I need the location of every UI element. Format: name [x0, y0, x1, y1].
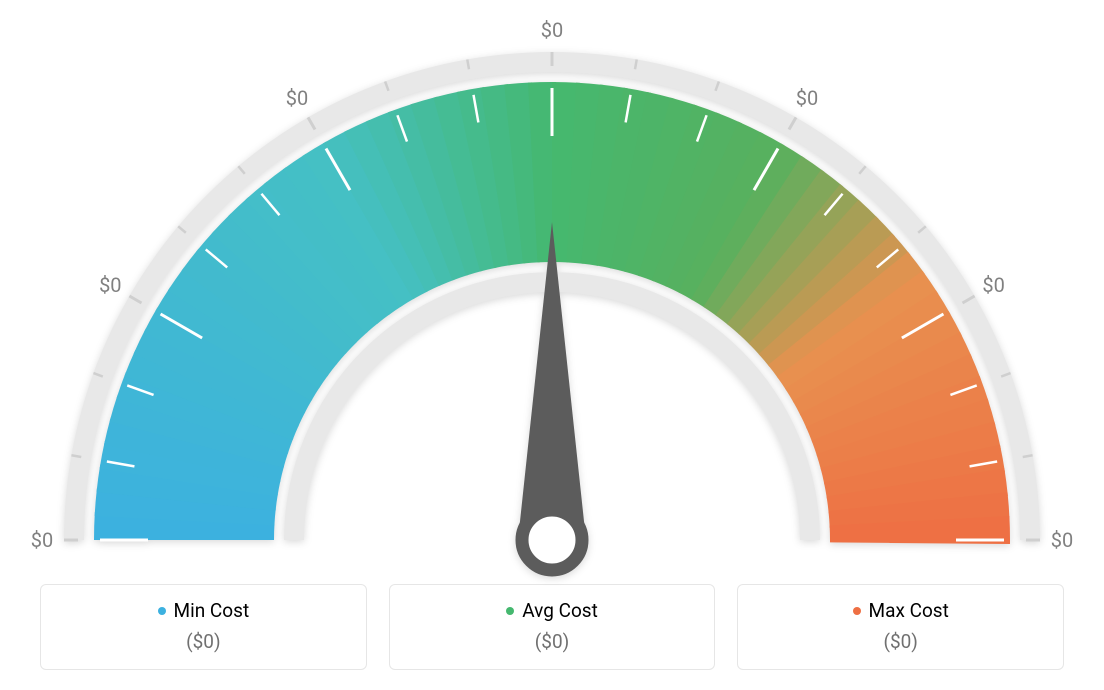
gauge-tick-label: $0	[31, 528, 53, 552]
legend-value-min: ($0)	[41, 630, 366, 653]
legend-title-avg: Avg Cost	[506, 599, 598, 622]
gauge-tick-label: $0	[796, 86, 818, 110]
legend-card-min: Min Cost ($0)	[40, 584, 367, 670]
legend-label-max: Max Cost	[869, 599, 949, 622]
legend-value-max: ($0)	[738, 630, 1063, 653]
legend-card-avg: Avg Cost ($0)	[389, 584, 716, 670]
legend-dot-max	[853, 607, 861, 615]
legend-dot-min	[158, 607, 166, 615]
gauge-chart: $0$0$0$0$0$0$0	[40, 20, 1064, 580]
legend-label-min: Min Cost	[174, 599, 250, 622]
gauge-tick-label: $0	[982, 273, 1004, 297]
gauge-svg	[40, 20, 1064, 580]
legend-title-max: Max Cost	[853, 599, 949, 622]
legend-dot-avg	[506, 607, 514, 615]
gauge-tick-label: $0	[286, 86, 308, 110]
gauge-tick-label: $0	[1051, 528, 1073, 552]
legend-label-avg: Avg Cost	[522, 599, 598, 622]
gauge-tick-label: $0	[99, 273, 121, 297]
gauge-tick-label: $0	[541, 18, 563, 42]
legend-row: Min Cost ($0) Avg Cost ($0) Max Cost ($0…	[40, 584, 1064, 670]
legend-title-min: Min Cost	[158, 599, 250, 622]
legend-value-avg: ($0)	[390, 630, 715, 653]
legend-card-max: Max Cost ($0)	[737, 584, 1064, 670]
